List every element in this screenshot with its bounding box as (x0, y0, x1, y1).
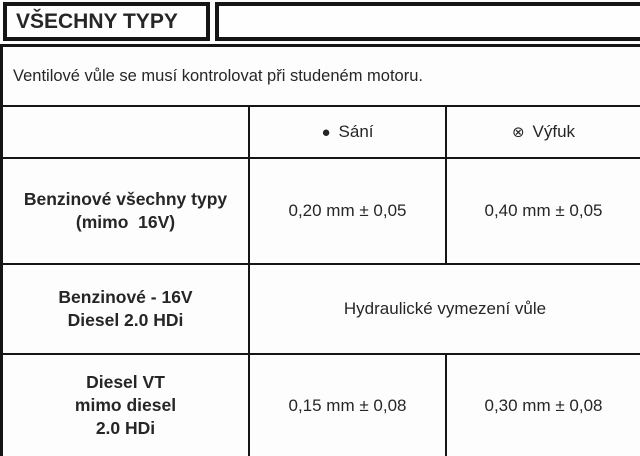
header-spacer-box (215, 2, 640, 41)
engine-type-line: mimo diesel (74, 395, 177, 415)
engine-type-line: Diesel 2.0 HDi (67, 310, 184, 330)
intake-dot-icon: ● (321, 124, 331, 141)
exhaust-value: 0,30 mm ± 0,08 (484, 395, 603, 415)
col-header-intake: ● Sání (250, 107, 447, 159)
intro-note-text: Ventilové vůle se musí kontrolovat při s… (13, 66, 423, 85)
col-header-intake-label: Sání (338, 122, 374, 141)
valve-clearance-table: ● Sání ⊗ Výfuk Benzinové všechny typy (m… (3, 107, 640, 456)
intro-note: Ventilové vůle se musí kontrolovat při s… (3, 47, 640, 107)
col-header-exhaust: ⊗ Výfuk (447, 107, 640, 159)
intake-value-cell: 0,15 mm ± 0,08 (250, 355, 447, 456)
engine-type-line: 2.0 HDi (95, 418, 156, 438)
exhaust-value: 0,40 mm ± 0,05 (484, 201, 603, 220)
col-header-exhaust-label: Výfuk (532, 122, 576, 141)
exhaust-circle-x-icon: ⊗ (511, 124, 525, 141)
engine-type-cell: Benzinové všechny typy (mimo 16V) (3, 159, 250, 265)
col-header-empty (3, 107, 250, 159)
page-title-box: VŠECHNY TYPY (3, 2, 210, 41)
exhaust-value-cell: 0,40 mm ± 0,05 (447, 159, 640, 265)
engine-type-line: Benzinové - 16V (58, 287, 193, 307)
page-title: VŠECHNY TYPY (16, 9, 178, 33)
engine-type-cell: Benzinové - 16V Diesel 2.0 HDi (3, 265, 250, 355)
engine-type-line: Benzinové všechny typy (23, 189, 228, 209)
engine-type-cell: Diesel VT mimo diesel 2.0 HDi (3, 355, 250, 456)
engine-type-line: Diesel VT (86, 372, 165, 392)
intake-value-cell: 0,20 mm ± 0,05 (250, 159, 447, 265)
merged-value-cell: Hydraulické vymezení vůle (250, 265, 640, 355)
intake-value: 0,15 mm ± 0,08 (288, 395, 407, 415)
engine-type-line: (mimo 16V) (75, 212, 176, 232)
valve-clearance-panel: Ventilové vůle se musí kontrolovat při s… (0, 44, 640, 456)
exhaust-value-cell: 0,30 mm ± 0,08 (447, 355, 640, 456)
intake-value: 0,20 mm ± 0,05 (288, 201, 407, 220)
merged-value: Hydraulické vymezení vůle (343, 299, 547, 318)
